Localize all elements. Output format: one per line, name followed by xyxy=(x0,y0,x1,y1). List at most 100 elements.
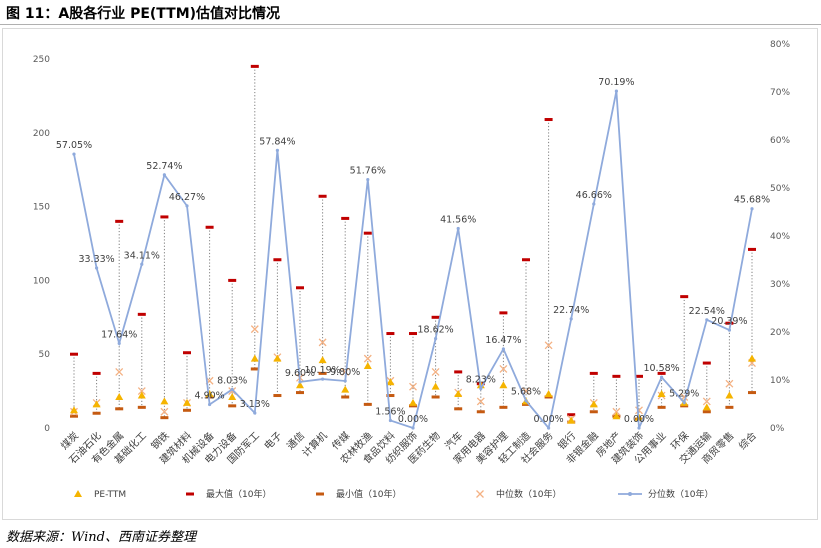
percentile-data-label: 45.68% xyxy=(734,195,770,206)
min-marker xyxy=(454,407,463,411)
median-marker xyxy=(476,397,485,406)
percentile-point xyxy=(727,328,732,332)
min-marker xyxy=(702,410,711,414)
pe-ttm-marker xyxy=(273,354,282,362)
max-marker xyxy=(657,371,666,375)
max-marker xyxy=(250,64,259,68)
y-right-tick-label: 0% xyxy=(770,424,785,434)
percentile-point xyxy=(72,152,76,156)
percentile-point xyxy=(434,337,438,341)
percentile-data-label: 1.56% xyxy=(375,407,405,418)
markers xyxy=(70,64,756,424)
y-right-tick-label: 30% xyxy=(770,280,790,290)
max-marker xyxy=(409,332,417,336)
percentile-data-label: 46.27% xyxy=(169,192,205,203)
min-marker xyxy=(273,394,282,398)
chart-frame xyxy=(2,28,818,520)
percentile-data-label: 33.33% xyxy=(78,254,114,265)
percentile-point xyxy=(569,317,573,321)
percentile-point xyxy=(230,387,234,392)
min-marker xyxy=(250,367,259,371)
percentile-data-label: 20.39% xyxy=(711,316,747,327)
percentile-point xyxy=(660,375,664,379)
median-marker xyxy=(363,354,372,363)
max-marker xyxy=(228,278,237,282)
median-marker xyxy=(544,341,553,350)
min-marker xyxy=(589,410,598,414)
percentile-point xyxy=(162,173,166,177)
category-label: 计算机 xyxy=(299,429,329,459)
median-marker xyxy=(499,365,508,373)
y-right-tick-label: 40% xyxy=(770,232,790,242)
max-marker xyxy=(567,413,576,417)
min-marker xyxy=(499,405,508,409)
max-marker xyxy=(363,231,372,235)
legend-pe-ttm-swatch xyxy=(74,490,82,497)
y-left-tick-label: 250 xyxy=(33,55,50,65)
percentile-data-label: 9.60% xyxy=(285,368,315,379)
percentile-data-label: 8.03% xyxy=(217,375,247,386)
percentile-data-label: 4.90% xyxy=(195,390,225,401)
median-marker xyxy=(137,387,146,396)
percentile-point xyxy=(614,89,619,93)
percentile-point xyxy=(456,226,460,231)
min-marker xyxy=(431,395,440,399)
percentile-point xyxy=(411,426,415,430)
legend-median-swatch xyxy=(476,490,484,498)
percentile-point xyxy=(95,266,99,270)
max-marker xyxy=(725,321,734,325)
percentile-data-label: 0.00% xyxy=(534,414,564,425)
max-marker xyxy=(522,258,530,262)
legend-min-swatch xyxy=(316,492,324,496)
percentile-data-label: 8.23% xyxy=(466,374,496,385)
y-left-tick-label: 200 xyxy=(33,129,50,139)
percentile-point xyxy=(140,262,144,266)
percentile-point xyxy=(366,177,370,182)
percentile-point xyxy=(321,377,325,381)
percentile-data-label: 5.68% xyxy=(511,387,541,398)
percentile-point xyxy=(524,399,528,403)
pe-ttm-marker xyxy=(205,390,214,398)
y-left-tick-label: 50 xyxy=(39,350,51,360)
median-marker xyxy=(635,406,643,415)
median-marker xyxy=(409,382,417,391)
min-marker xyxy=(70,414,78,418)
min-marker xyxy=(92,411,101,415)
pe-ttm-marker xyxy=(612,412,621,420)
percentile-data-label: 9.80% xyxy=(330,367,360,378)
min-marker xyxy=(341,395,350,399)
pe-ttm-marker xyxy=(431,382,440,390)
median-marker xyxy=(228,387,237,396)
percentile-point xyxy=(208,402,212,407)
legend: PE-TTM 最大值（10年） 最小值（10年） 中位数（10年） 分位数（10年） xyxy=(74,488,713,500)
pe-ttm-marker xyxy=(183,398,191,406)
percentile-data-label: 57.05% xyxy=(56,140,92,151)
pe-ttm-marker xyxy=(544,390,553,398)
min-marker xyxy=(115,407,124,411)
min-marker xyxy=(657,405,666,409)
percentile-point xyxy=(298,380,302,384)
min-marker xyxy=(228,404,237,408)
min-marker xyxy=(725,405,734,409)
max-marker xyxy=(612,374,621,378)
max-marker xyxy=(273,258,282,262)
percentile-point xyxy=(253,411,257,415)
percentile-data-label: 57.84% xyxy=(259,136,295,147)
legend-percentile-dot xyxy=(628,492,632,496)
max-marker xyxy=(544,118,553,122)
max-marker xyxy=(205,225,214,229)
max-marker xyxy=(748,247,756,251)
min-marker xyxy=(476,410,485,414)
data-labels: 57.05% 33.33% 17.64% 34.11% 52.74% 46.27% 4.90… xyxy=(56,77,770,425)
percentile-line xyxy=(72,89,754,431)
percentile-point xyxy=(637,426,641,430)
max-marker xyxy=(386,332,395,336)
max-marker xyxy=(160,215,169,219)
y-left-tick-label: 100 xyxy=(33,276,50,286)
category-label: 电子 xyxy=(261,429,284,452)
legend-min-label: 最小值（10年） xyxy=(336,488,401,500)
pe-ttm-marker xyxy=(296,381,304,389)
percentile-data-label: 16.47% xyxy=(485,335,521,346)
max-marker xyxy=(341,216,350,220)
median-marker xyxy=(702,397,711,406)
